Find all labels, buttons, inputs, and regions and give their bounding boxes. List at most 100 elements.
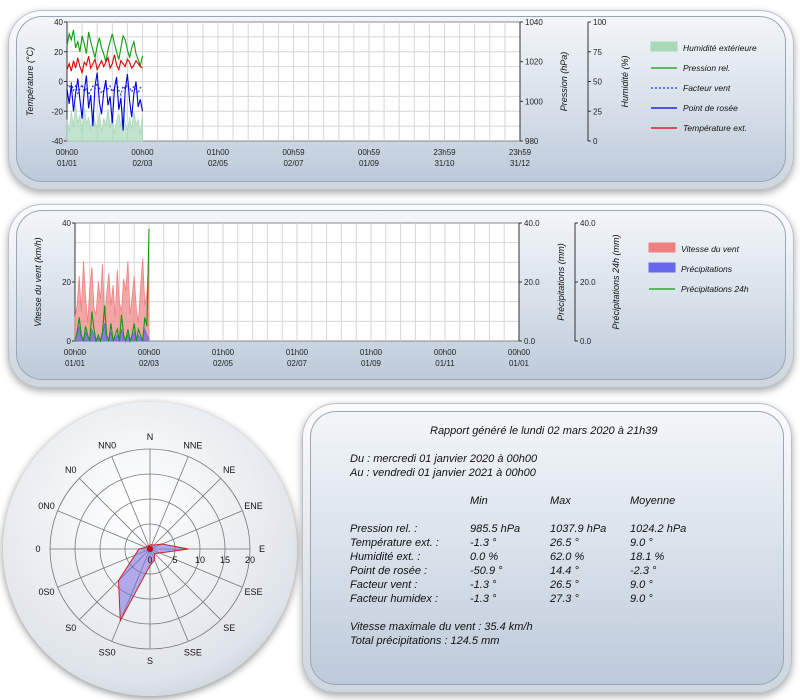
report-row-avg: 9.0 °: [630, 593, 653, 605]
report-from: Du : mercredi 01 janvier 2020 à 00h00: [350, 453, 538, 465]
direction-label: S0: [65, 623, 76, 633]
radar-spoke: [149, 510, 243, 550]
report-row-min: -1.3 °: [470, 537, 497, 549]
report-to: Au : vendredi 01 janvier 2021 à 00h00: [350, 467, 536, 479]
radar-spoke: [111, 456, 151, 550]
y-tick-label-left: 40: [54, 18, 63, 27]
x-tick-label-time: 00h59: [282, 148, 305, 157]
direction-label: 0S0: [39, 587, 55, 597]
x-tick-label-time: 00h00: [64, 348, 87, 357]
series-line-3: [66, 72, 144, 131]
series-area-0: [74, 252, 150, 342]
direction-label: E: [259, 544, 265, 554]
report-row-avg: 9.0 °: [630, 579, 653, 591]
y-tick-label-right2: 100: [593, 18, 607, 27]
report-row-max: 1037.9 hPa: [550, 523, 607, 535]
y-tick-label-right2: 75: [593, 48, 602, 57]
y-tick-label-left: 40: [62, 219, 71, 228]
col-avg-header: Moyenne: [630, 495, 676, 507]
col-max-header: Max: [550, 495, 571, 507]
y-tick-label-right1: 1000: [525, 97, 543, 106]
x-tick-label-date: 01/01: [509, 359, 530, 368]
direction-label: 0: [35, 544, 40, 554]
y-tick-label-left: -20: [51, 107, 63, 116]
wind-rose-chart: N NNE NE ENE E ESE SE SSE S SS0 S0 0S0 0 0N0 N0 NN0 0 5 10…: [35, 432, 265, 666]
x-tick-label-time: 00h59: [358, 148, 381, 157]
x-tick-label-time: 00h00: [138, 348, 161, 357]
radar-spoke: [79, 478, 151, 550]
report-row-label: Humidité ext. :: [350, 551, 421, 563]
direction-label: N: [147, 432, 154, 442]
x-tick-label-time: 00h00: [131, 148, 154, 157]
legend-label: Précipitations: [681, 264, 733, 274]
y-axis-label-left: Vitesse du vent (km/h): [33, 237, 43, 326]
y-tick-label-right1: 1040: [525, 18, 543, 27]
x-tick-label-date: 01/01: [65, 359, 86, 368]
report-row-label: Point de rosée :: [350, 565, 428, 577]
y-tick-label-left: -40: [51, 137, 63, 146]
x-tick-label-date: 02/03: [132, 159, 153, 168]
y-tick-label-right1: 980: [525, 137, 539, 146]
legend-label: Vitesse du vent: [681, 244, 740, 254]
direction-label: ESE: [244, 587, 262, 597]
y-tick-label-right1: 1020: [525, 58, 543, 67]
report-row-max: 14.4 °: [550, 565, 579, 577]
y-tick-label-right2: 0: [593, 137, 598, 146]
x-tick-label-time: 01h00: [207, 148, 230, 157]
y-axis-label-right1: Précipitations (mm): [556, 243, 566, 321]
y-tick-label-left: 0: [67, 337, 72, 346]
y-tick-label-left: 20: [54, 48, 63, 57]
radar-spoke: [149, 548, 189, 642]
x-tick-label-date: 02/05: [213, 359, 234, 368]
wind-rain-chart: 40 20 0 Vitesse du vent (km/h) 40.0 20.0 0.0 Pr…: [33, 219, 749, 368]
y-axis-label-right1: Pression (hPa): [559, 52, 569, 112]
ring-label: 0: [147, 555, 152, 565]
report-row-label: Facteur vent :: [350, 579, 418, 591]
direction-label: SE: [223, 623, 235, 633]
x-tick-label-date: 01/01: [57, 159, 78, 168]
report-title: Rapport généré le lundi 02 mars 2020 à 2…: [430, 425, 658, 437]
legend-swatch: [648, 262, 676, 273]
x-tick-label-date: 01/09: [361, 359, 382, 368]
report: Rapport généré le lundi 02 mars 2020 à 2…: [318, 415, 780, 675]
legend-label: Humidité extérieure: [683, 43, 757, 53]
ring-label: 20: [245, 555, 255, 565]
y-tick-label-right1: 20.0: [524, 278, 540, 287]
y-tick-label-right1: 40.0: [524, 219, 540, 228]
y-axis-label-left: Température (°C): [25, 47, 35, 116]
report-row-min: 0.0 %: [470, 551, 499, 563]
radar-spoke: [149, 548, 243, 588]
x-tick-label-date: 02/07: [283, 159, 304, 168]
legend-label: Point de rosée: [683, 103, 738, 113]
rain-total-text: Total précipitations : 124.5 mm: [350, 635, 500, 647]
direction-label: S: [147, 656, 153, 666]
wind-rose-area: [117, 543, 189, 623]
series-line-1: [66, 29, 144, 68]
x-tick-label-time: 01h00: [212, 348, 235, 357]
report-panel: [302, 403, 792, 693]
x-tick-label-date: 02/03: [139, 359, 160, 368]
report-row-min: -50.9 °: [470, 565, 503, 577]
series-line-4: [66, 54, 143, 75]
direction-label: NNE: [183, 441, 202, 451]
ring-label: 15: [220, 555, 230, 565]
y-tick-label-right2: 25: [593, 107, 602, 116]
y-axis-label-right2: Humidité (%): [620, 55, 630, 107]
x-tick-label-time: 00h00: [434, 348, 457, 357]
direction-label: SS0: [99, 647, 116, 657]
direction-label: N0: [65, 465, 77, 475]
radar-spoke: [149, 548, 221, 620]
x-tick-label-date: 01/09: [359, 159, 380, 168]
direction-label: SSE: [184, 647, 202, 657]
report-row-max: 26.5 °: [550, 579, 579, 591]
legend-label: Facteur vent: [683, 83, 731, 93]
report-row-label: Température ext. :: [350, 537, 439, 549]
y-tick-label-right2: 40.0: [580, 219, 596, 228]
ring-label: 5: [172, 555, 177, 565]
x-tick-label-time: 23h59: [433, 148, 456, 157]
report-row-label: Facteur humidex :: [350, 593, 439, 605]
legend-label: Précipitations 24h: [681, 284, 749, 294]
report-row-min: -1.3 °: [470, 593, 497, 605]
y-tick-label-right2: 50: [593, 78, 602, 87]
x-tick-label-time: 00h00: [508, 348, 531, 357]
